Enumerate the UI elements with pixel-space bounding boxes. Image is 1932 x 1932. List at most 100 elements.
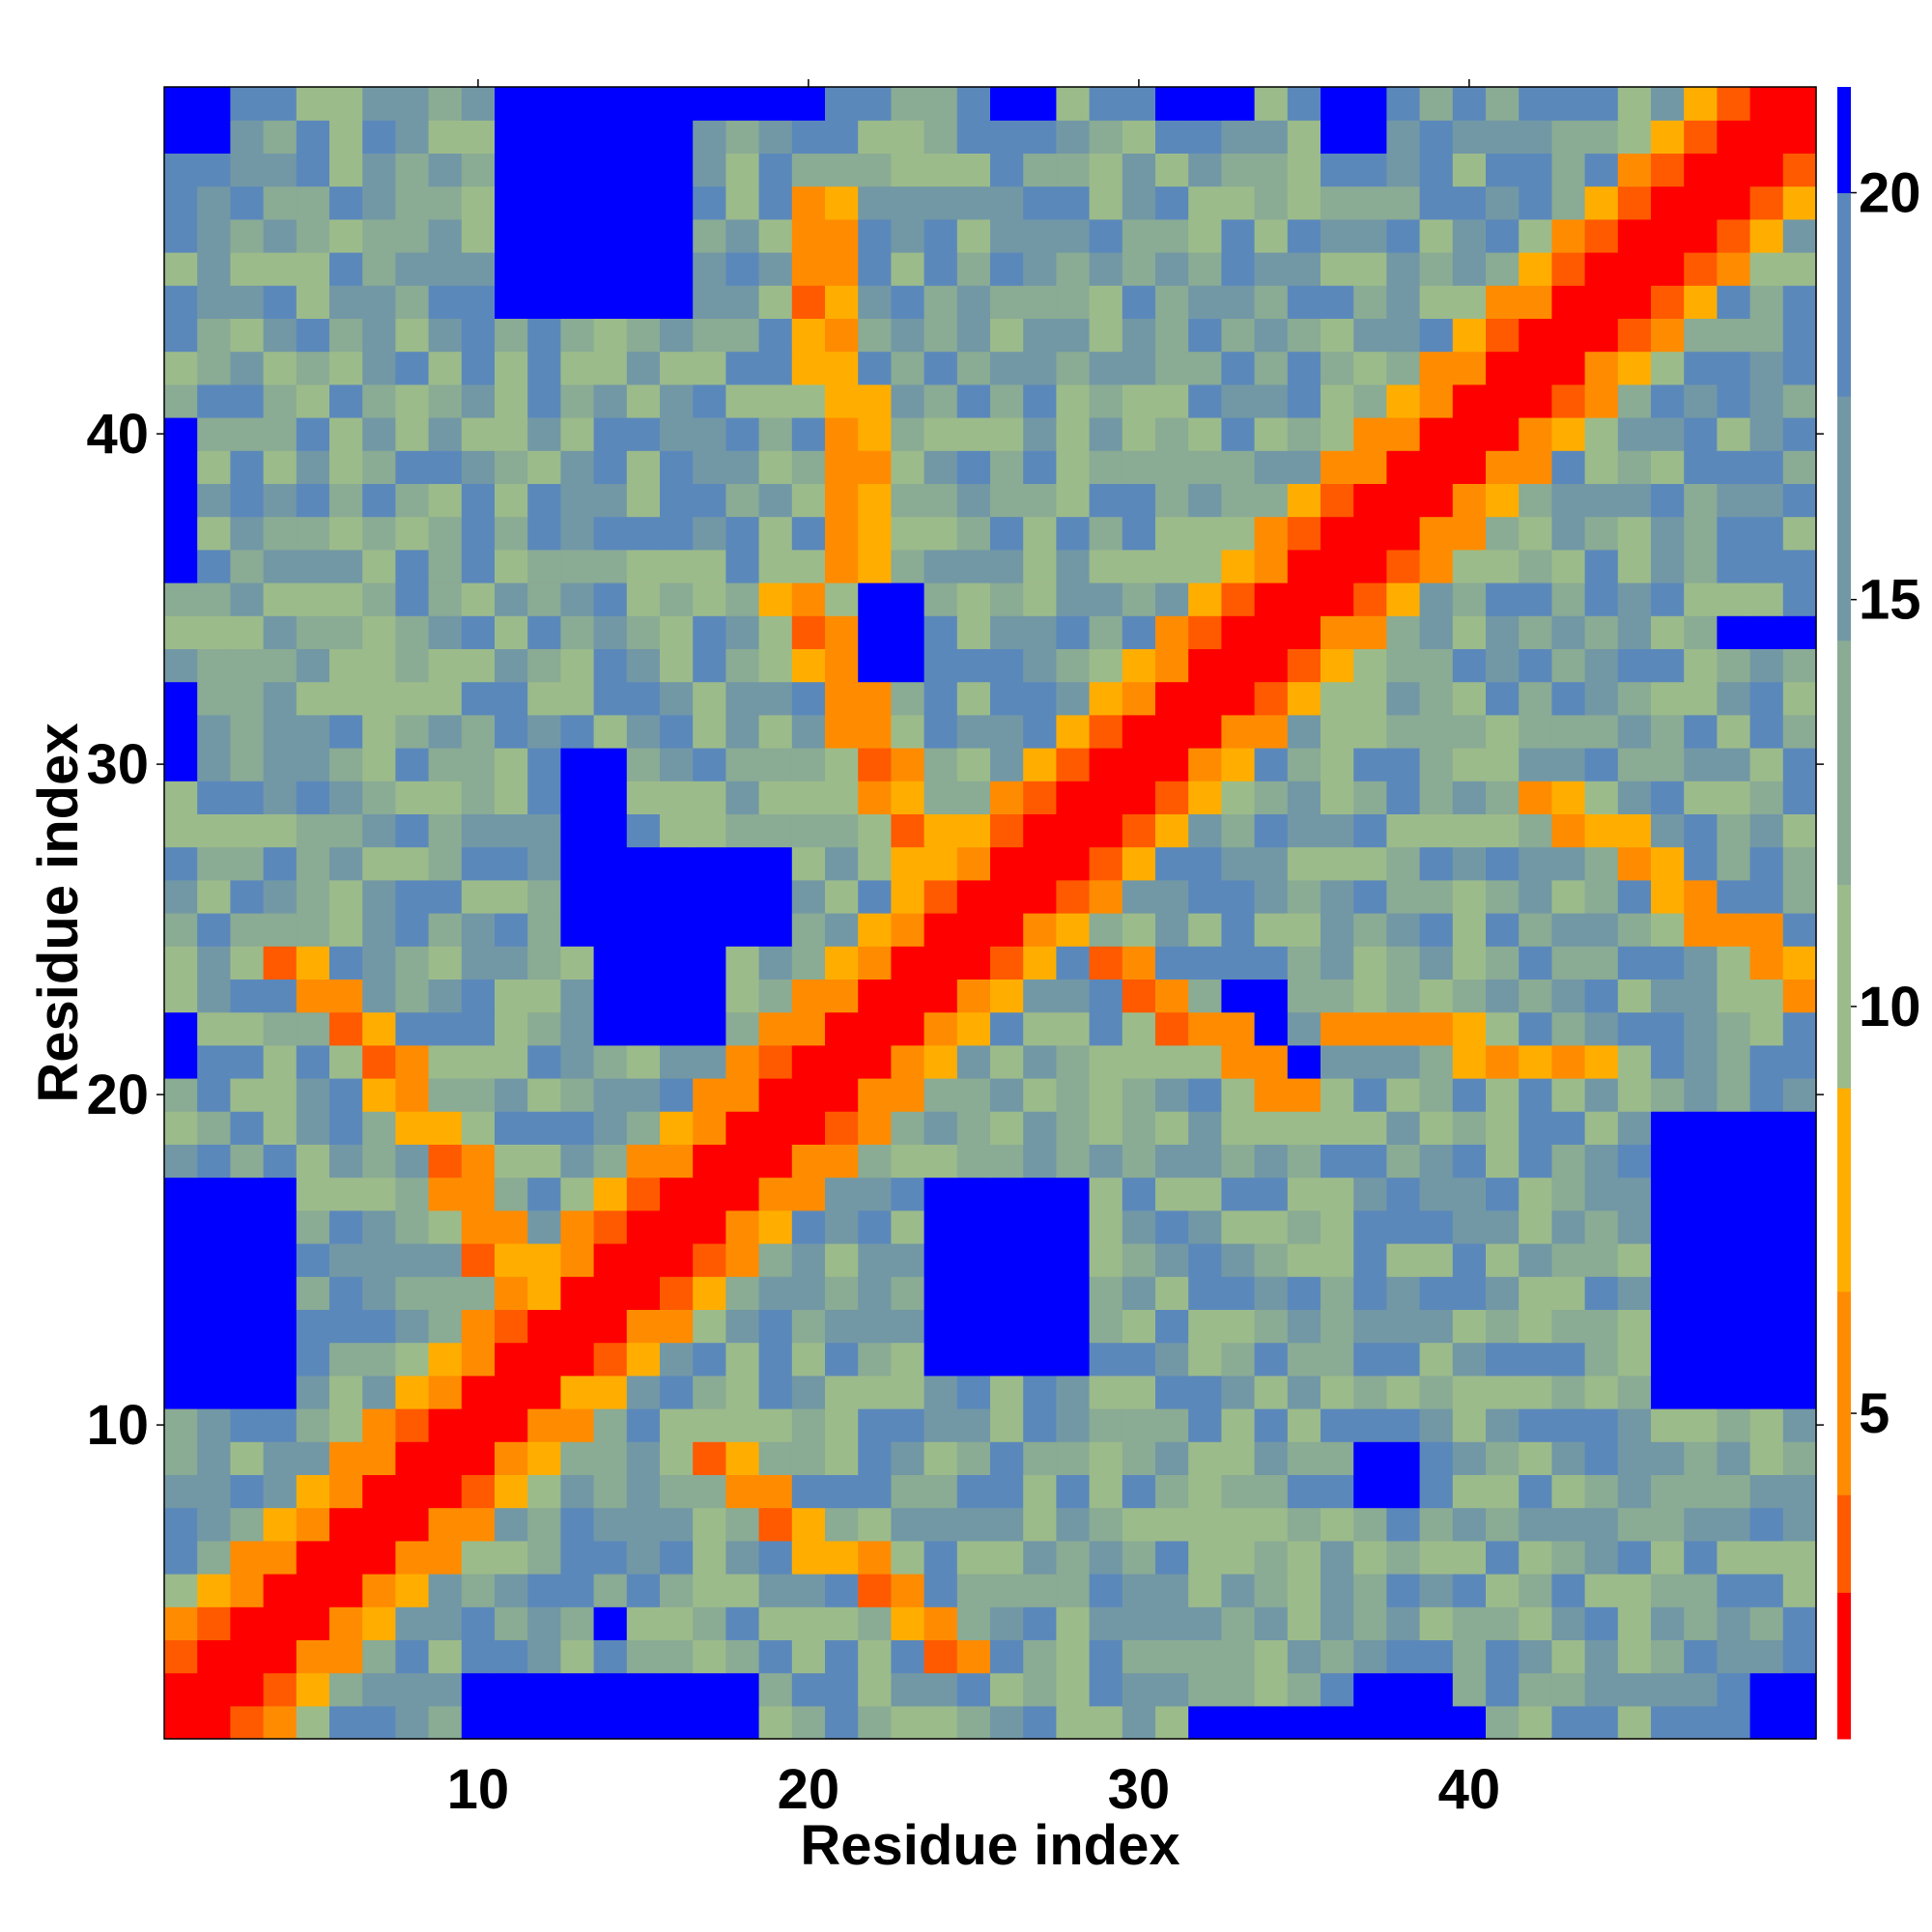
- heatmap-cell: [1023, 1408, 1057, 1442]
- heatmap-cell: [197, 615, 231, 649]
- heatmap-cell: [660, 549, 694, 583]
- heatmap-cell: [461, 1672, 496, 1707]
- heatmap-cell: [197, 1639, 231, 1674]
- heatmap-cell: [858, 681, 892, 716]
- heatmap-cell: [1519, 1705, 1552, 1740]
- heatmap-cell: [758, 1342, 793, 1377]
- heatmap-cell: [1782, 813, 1817, 848]
- heatmap-cell: [329, 582, 363, 616]
- heatmap-cell: [791, 1474, 826, 1509]
- heatmap-cell: [891, 185, 925, 220]
- heatmap-cell: [428, 946, 463, 980]
- heatmap-cell: [593, 450, 628, 484]
- heatmap-cell: [593, 252, 628, 286]
- heatmap-cell: [693, 846, 726, 881]
- heatmap-cell: [693, 1705, 726, 1740]
- heatmap-cell: [1287, 1309, 1321, 1344]
- heatmap-cell: [1419, 1209, 1454, 1244]
- heatmap-cell: [1452, 748, 1487, 781]
- heatmap-cell: [956, 351, 991, 385]
- heatmap-cell: [1584, 1606, 1619, 1640]
- heatmap-cell: [1519, 1474, 1552, 1509]
- heatmap-cell: [296, 1606, 330, 1640]
- heatmap-cell: [296, 318, 330, 353]
- heatmap-cell: [1254, 1309, 1289, 1344]
- heatmap-cell: [1749, 1639, 1784, 1674]
- heatmap-cell: [725, 1540, 760, 1575]
- heatmap-cell: [395, 1276, 430, 1310]
- heatmap-cell: [956, 1243, 991, 1277]
- heatmap-cell: [825, 1144, 859, 1179]
- heatmap-cell: [527, 1672, 561, 1707]
- heatmap-cell: [1023, 582, 1057, 616]
- heatmap-cell: [1122, 483, 1156, 518]
- heatmap-cell: [1651, 1639, 1685, 1674]
- heatmap-cell: [725, 549, 760, 583]
- heatmap-cell: [560, 549, 595, 583]
- heatmap-cell: [1452, 1276, 1487, 1310]
- heatmap-cell: [1749, 582, 1784, 616]
- heatmap-cell: [1254, 1177, 1289, 1211]
- heatmap-cell: [1486, 681, 1520, 716]
- heatmap-cell: [725, 946, 760, 980]
- heatmap-cell: [1717, 1209, 1751, 1244]
- heatmap-cell: [891, 615, 925, 649]
- heatmap-cell: [693, 1011, 726, 1046]
- heatmap-cell: [1089, 516, 1123, 551]
- heatmap-cell: [1254, 648, 1289, 683]
- heatmap-cell: [230, 417, 265, 451]
- heatmap-cell: [164, 185, 198, 220]
- heatmap-cell: [1584, 87, 1619, 121]
- heatmap-cell: [1122, 1408, 1156, 1442]
- heatmap-cell: [1749, 318, 1784, 353]
- heatmap-cell: [1617, 1011, 1652, 1046]
- colorbar-segment: [1837, 639, 1851, 886]
- heatmap-cell: [1321, 813, 1354, 848]
- heatmap-cell: [527, 1276, 561, 1310]
- heatmap-cell: [758, 879, 793, 914]
- heatmap-cell: [956, 1639, 991, 1674]
- heatmap-cell: [858, 582, 892, 616]
- heatmap-cell: [230, 351, 265, 385]
- heatmap-cell: [1782, 1606, 1817, 1640]
- heatmap-cell: [1584, 1276, 1619, 1310]
- heatmap-cell: [395, 218, 430, 253]
- heatmap-cell: [1452, 483, 1487, 518]
- heatmap-cell: [329, 1111, 363, 1145]
- heatmap-cell: [1684, 252, 1718, 286]
- heatmap-cell: [1254, 483, 1289, 518]
- heatmap-cell: [263, 1111, 298, 1145]
- heatmap-cell: [923, 1574, 958, 1607]
- heatmap-cell: [1584, 714, 1619, 749]
- heatmap-cell: [923, 1672, 958, 1707]
- heatmap-cell: [1221, 879, 1256, 914]
- heatmap-cell: [395, 120, 430, 154]
- heatmap-cell: [1419, 153, 1454, 187]
- heatmap-cell: [164, 1011, 198, 1046]
- heatmap-cell: [758, 913, 793, 947]
- heatmap-cell: [395, 185, 430, 220]
- heatmap-cell: [362, 846, 396, 881]
- heatmap-cell: [164, 913, 198, 947]
- heatmap-cell: [990, 218, 1024, 253]
- heatmap-cell: [1155, 1243, 1189, 1277]
- heatmap-cell: [660, 913, 694, 947]
- heatmap-cell: [1321, 1606, 1354, 1640]
- heatmap-cell: [1584, 1408, 1619, 1442]
- heatmap-cell: [990, 1540, 1024, 1575]
- heatmap-cell: [495, 946, 528, 980]
- heatmap-cell: [560, 681, 595, 716]
- heatmap-cell: [1155, 384, 1189, 418]
- heatmap-cell: [825, 153, 859, 187]
- heatmap-cell: [495, 781, 528, 814]
- heatmap-cell: [1651, 781, 1685, 814]
- x-axis-ticks: 10 20 30 40: [447, 79, 1500, 1821]
- heatmap-cell: [495, 252, 528, 286]
- heatmap-cell: [758, 1111, 793, 1145]
- heatmap-cell: [758, 318, 793, 353]
- heatmap-cell: [428, 1375, 463, 1409]
- heatmap-cell: [1617, 1474, 1652, 1509]
- heatmap-cell: [956, 450, 991, 484]
- heatmap-cell: [1684, 781, 1718, 814]
- heatmap-cell: [1519, 252, 1552, 286]
